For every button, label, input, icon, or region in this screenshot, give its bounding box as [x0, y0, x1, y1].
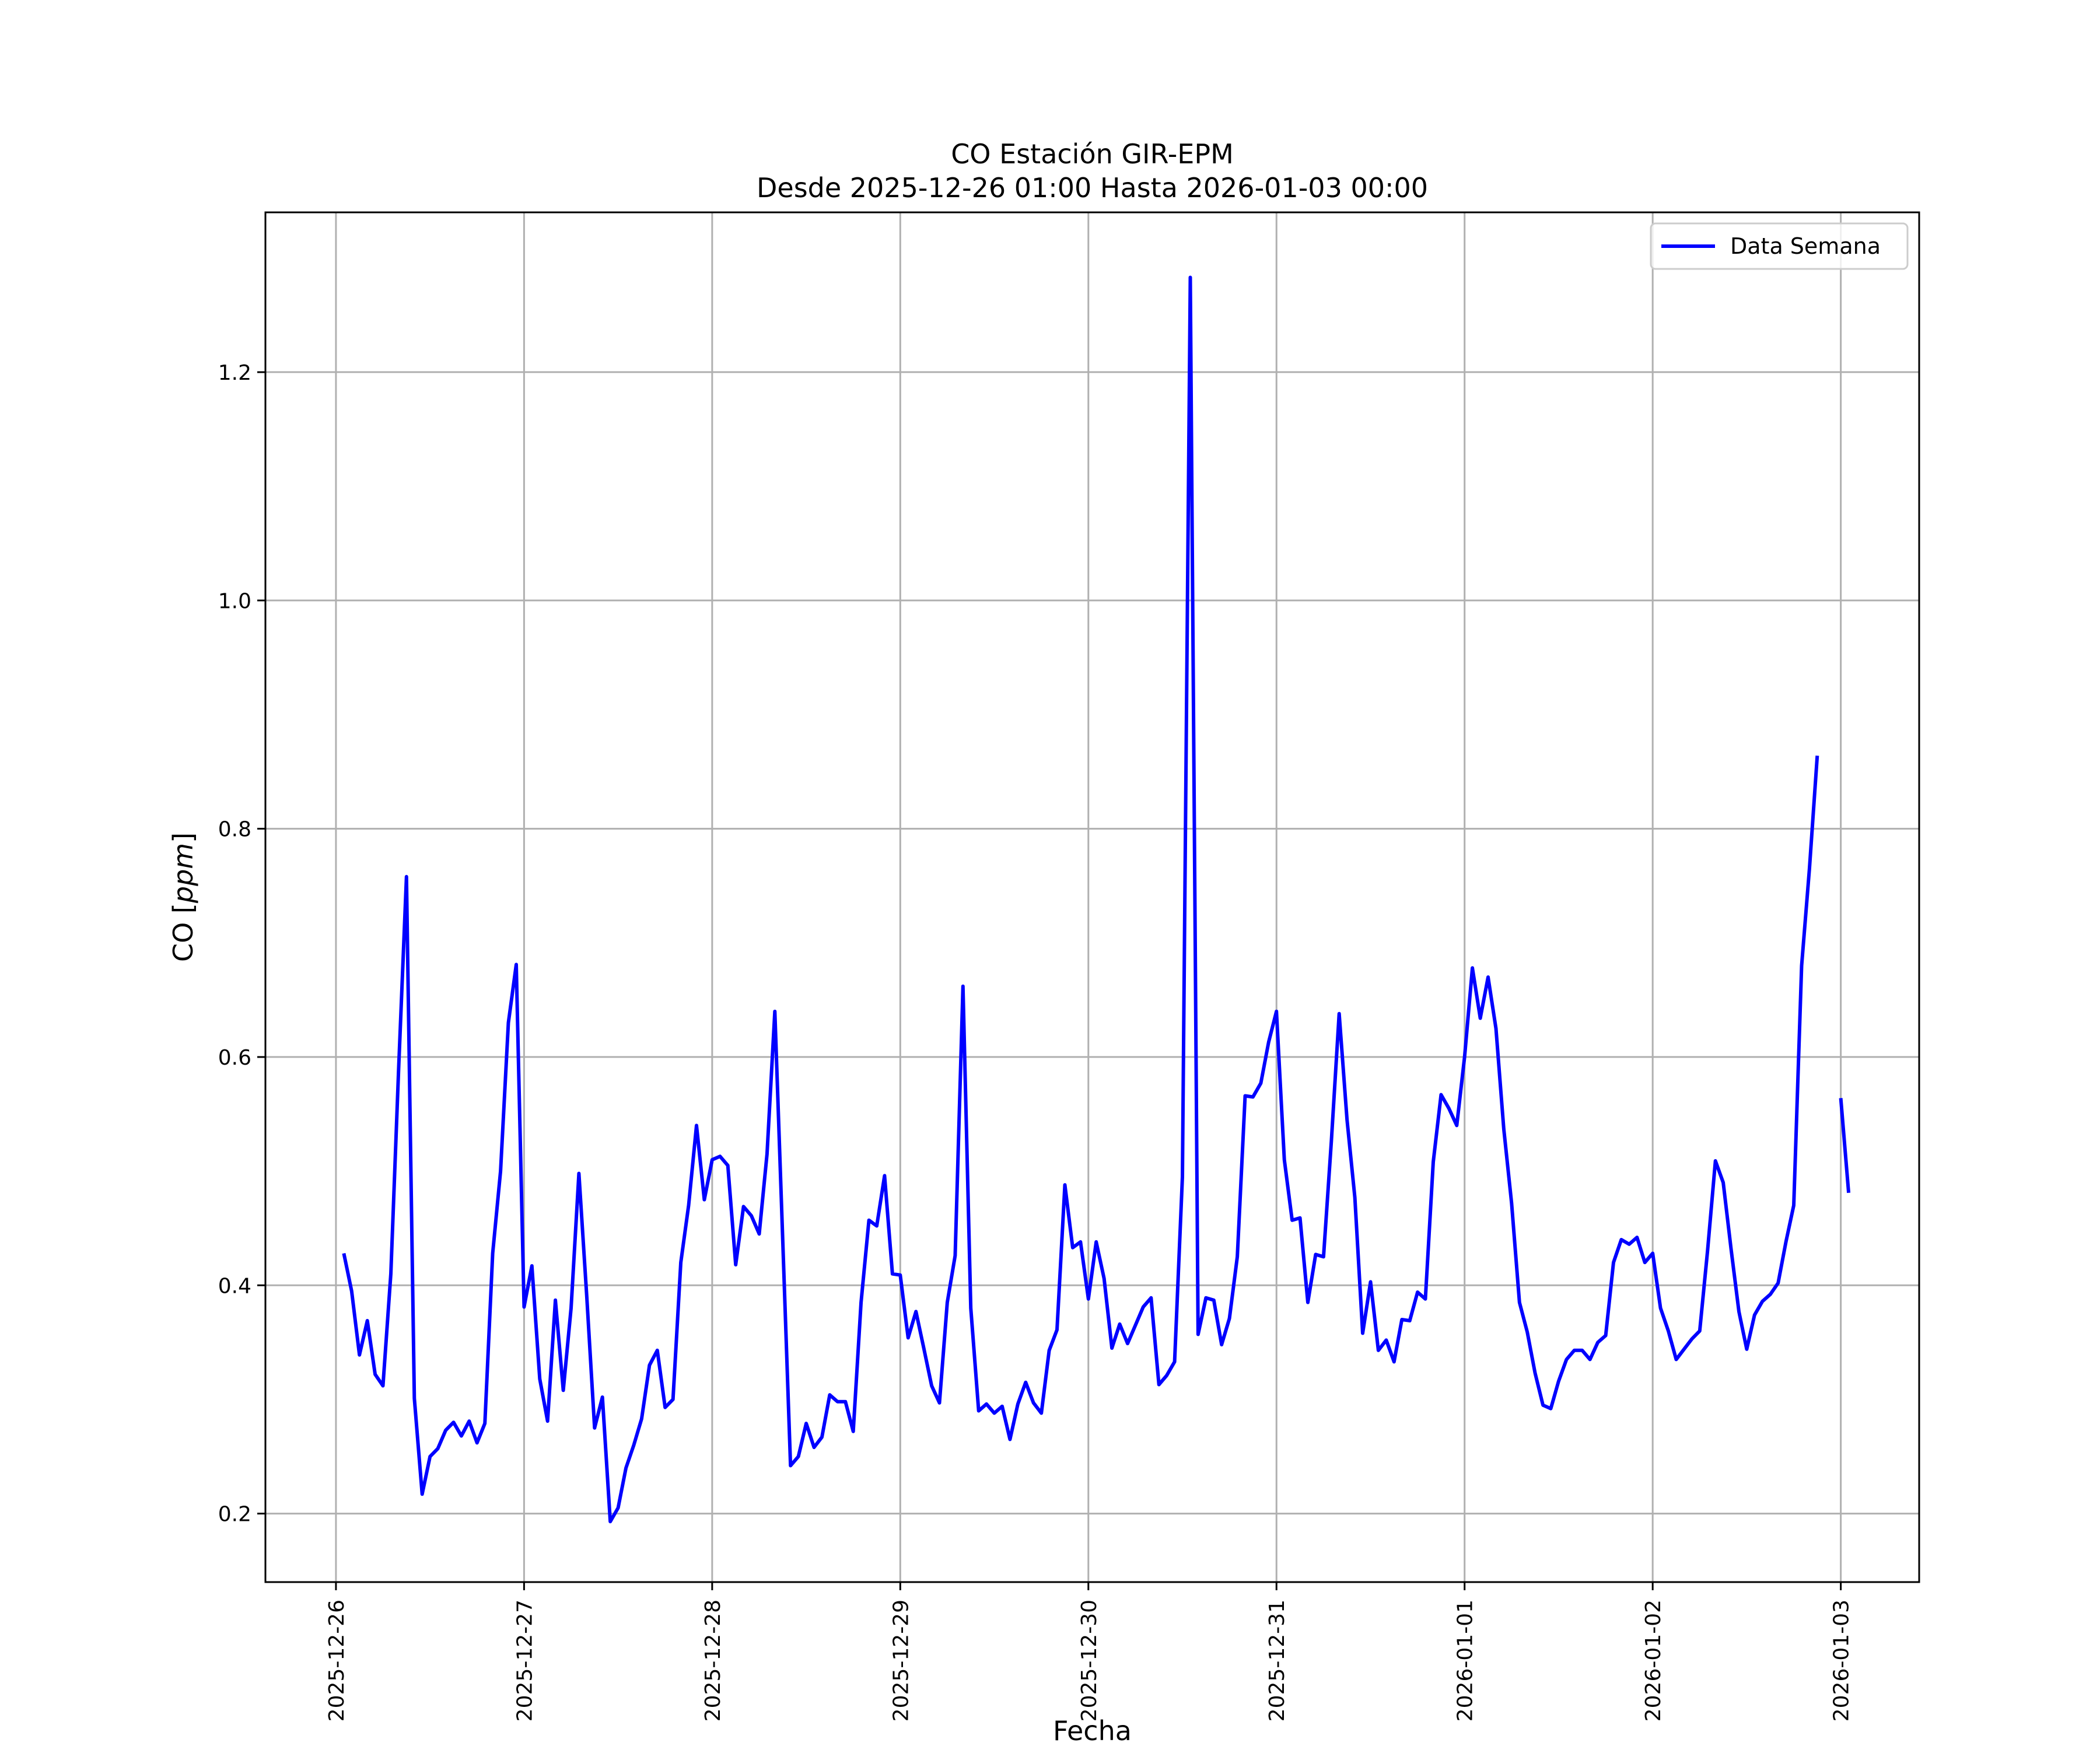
x-tick-label: 2025-12-26: [325, 1600, 349, 1721]
legend-box: [1650, 222, 1909, 270]
series-line-data-semana: [342, 275, 1851, 1524]
y-tick-label: 0.2: [218, 1503, 251, 1527]
x-tick-label: 2025-12-30: [1077, 1600, 1101, 1721]
y-axis-label-text: CO [: [167, 903, 199, 962]
y-axis-label: CO [ppm]: [167, 832, 199, 962]
chart-title: CO Estación GIR-EPM: [951, 138, 1234, 170]
x-tick-label: 2026-01-01: [1454, 1600, 1478, 1721]
legend: Data Semana: [1650, 222, 1909, 270]
legend-label: Data Semana: [1730, 233, 1881, 259]
x-tick-label: 2026-01-03: [1830, 1600, 1854, 1721]
y-tick-label: 0.6: [218, 1046, 251, 1070]
y-tick-label: 0.8: [218, 818, 251, 842]
y-tick-label: 1.0: [218, 589, 251, 613]
grid-lines: [265, 212, 1919, 1582]
y-axis-label-unit: ppm: [167, 843, 199, 904]
y-tick-label: 0.4: [218, 1274, 251, 1298]
x-tick-label: 2026-01-02: [1642, 1600, 1665, 1721]
x-tick-label: 2025-12-31: [1265, 1600, 1289, 1721]
plot-frame: [264, 211, 1920, 1583]
x-axis-label: Fecha: [1053, 1715, 1132, 1747]
y-axis-label-close: ]: [167, 832, 199, 843]
x-tick-label: 2025-12-27: [513, 1600, 537, 1721]
y-tick-label: 1.2: [218, 361, 251, 385]
x-tick-label: 2025-12-29: [889, 1600, 913, 1721]
x-tick-label: 2025-12-28: [701, 1600, 725, 1721]
chart-subtitle: Desde 2025-12-26 01:00 Hasta 2026-01-03 …: [757, 172, 1428, 204]
axis-ticks: 2025-12-26 2025-12-27 2025-12-28 2025-12-29…: [218, 361, 1854, 1721]
